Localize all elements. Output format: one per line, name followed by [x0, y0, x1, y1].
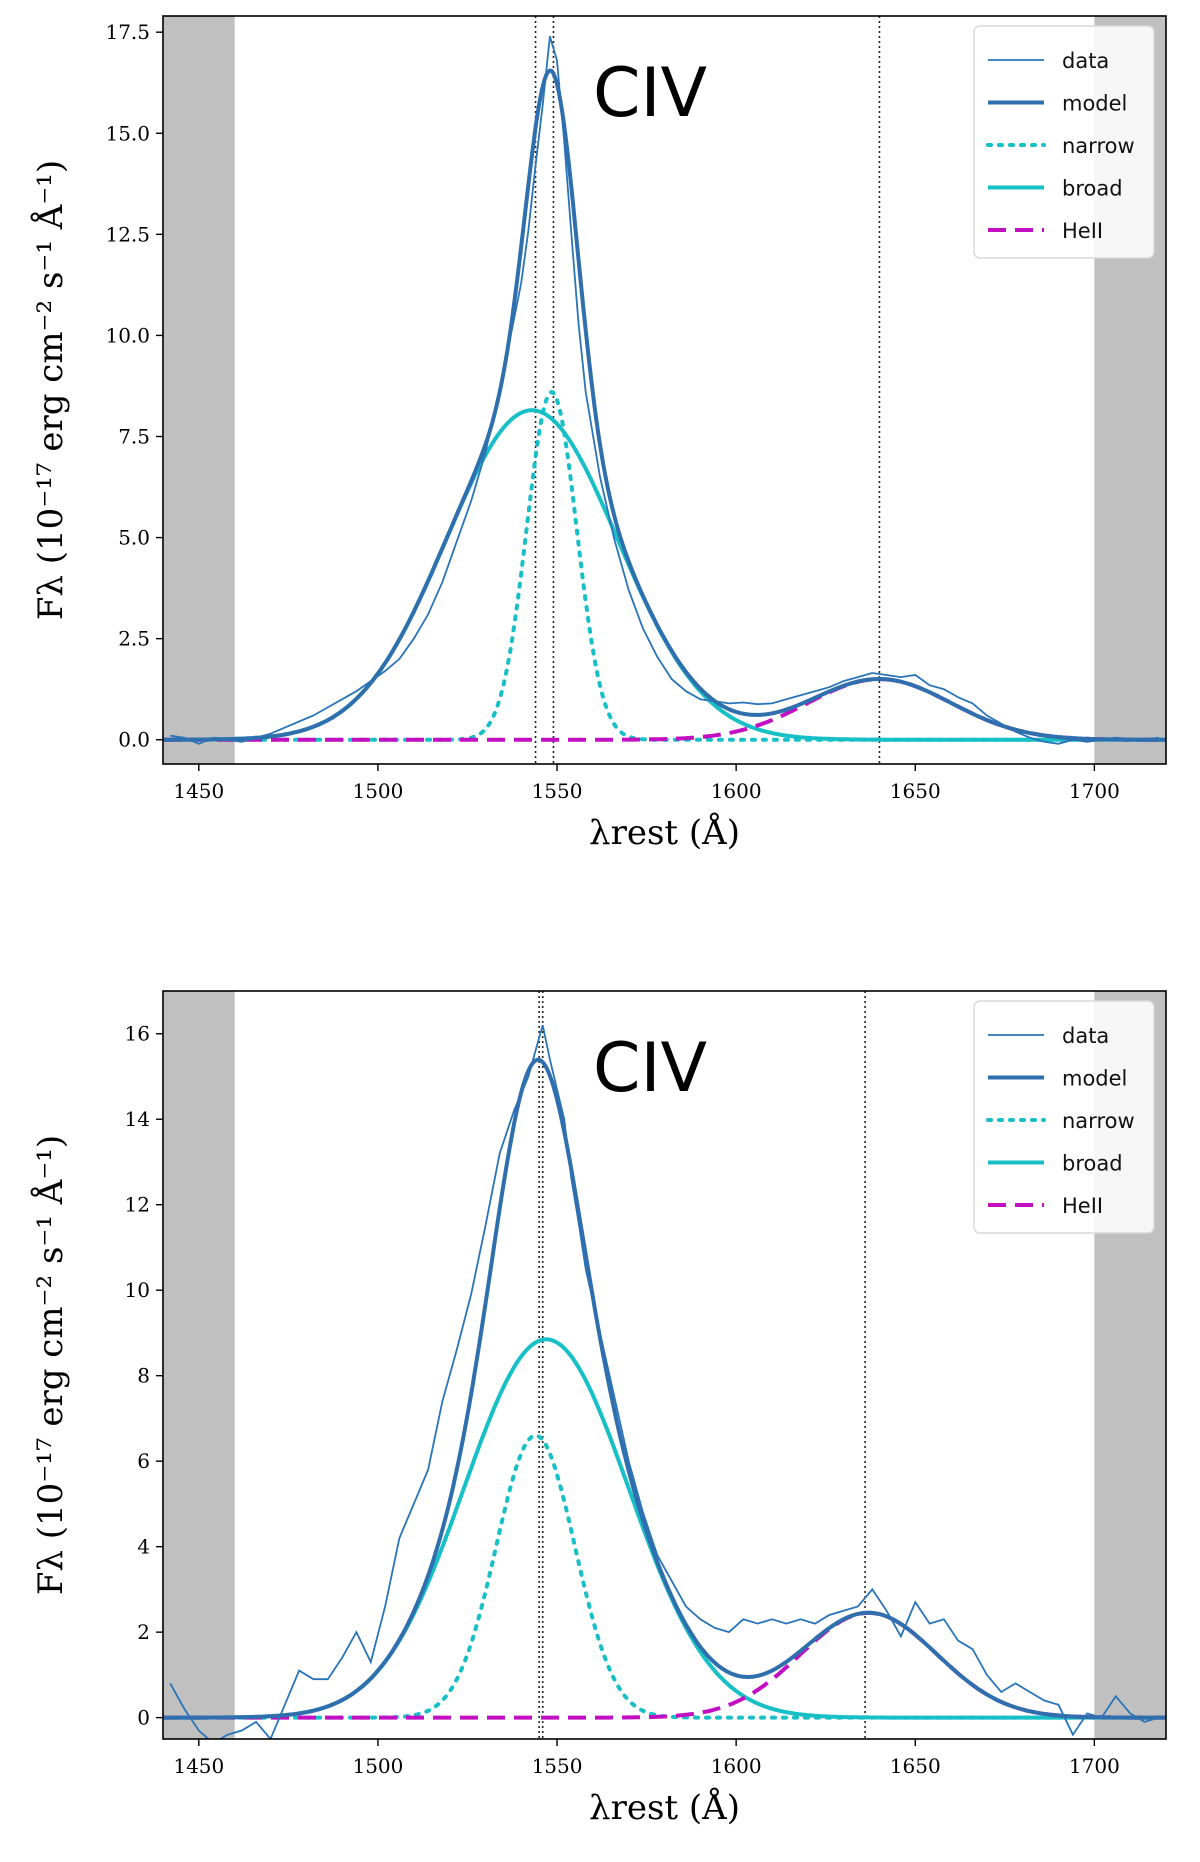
- line-annotation: CIV: [593, 1029, 707, 1108]
- y-tick-label: 12: [125, 1193, 150, 1217]
- series-model: [163, 68, 1166, 742]
- x-tick-label: 1500: [352, 1754, 403, 1778]
- y-tick-label: 6: [137, 1449, 150, 1473]
- legend-label: HeII: [1062, 219, 1103, 243]
- x-tick-label: 1500: [352, 779, 403, 803]
- legend: data model narrow broad HeII: [973, 1000, 1155, 1234]
- y-tick-label: 2.5: [118, 627, 150, 651]
- y-tick-label: 5.0: [118, 526, 150, 550]
- legend-label: data: [1062, 49, 1109, 73]
- legend-label: broad: [1062, 177, 1123, 201]
- chart-panel-top: 1450 1500 1550 1600 1650 1700 0.0 2.5 5.0 7.5 10.0…: [30, 15, 1167, 853]
- x-tick-label: 1550: [532, 1754, 583, 1778]
- x-tick-label: 1700: [1069, 779, 1120, 803]
- legend: data model narrow broad HeII: [973, 25, 1155, 259]
- y-tick-label: 2: [137, 1620, 150, 1644]
- legend-label: data: [1062, 1024, 1109, 1048]
- y-tick-label: 7.5: [118, 424, 150, 448]
- y-tick-label: 10.0: [105, 323, 150, 347]
- y-tick-label: 4: [137, 1535, 150, 1559]
- series-data: [170, 35, 1159, 745]
- y-tick-label: 17.5: [105, 20, 150, 44]
- shaded-region-0: [163, 991, 235, 1739]
- x-tick-label: 1700: [1069, 1754, 1120, 1778]
- x-tick-label: 1650: [890, 1754, 941, 1778]
- y-tick-label: 14: [125, 1107, 150, 1131]
- legend-label: model: [1062, 1067, 1127, 1091]
- legend-label: narrow: [1062, 134, 1135, 158]
- legend-label: HeII: [1062, 1194, 1103, 1218]
- y-tick-label: 0: [137, 1706, 150, 1730]
- x-tick-label: 1600: [711, 779, 762, 803]
- chart-panel-bottom: 1450 1500 1550 1600 1650 1700 0 2 4 6 8 10 12 14 16 λre…: [30, 990, 1167, 1828]
- x-tick-label: 1600: [711, 1754, 762, 1778]
- x-axis-label: λrest (Å): [589, 1787, 740, 1828]
- x-tick-label: 1450: [173, 1754, 224, 1778]
- x-tick-label: 1550: [532, 779, 583, 803]
- x-axis-label: λrest (Å): [589, 812, 740, 853]
- legend-label: broad: [1062, 1152, 1123, 1176]
- series-heii: [163, 1610, 1166, 1720]
- x-tick-label: 1450: [173, 779, 224, 803]
- legend-box: [973, 1000, 1155, 1234]
- axes-frame: [162, 990, 1167, 1740]
- y-tick-label: 15.0: [105, 121, 150, 145]
- series-data: [169, 1024, 1160, 1739]
- axes-frame: [162, 15, 1167, 765]
- y-tick-label: 10: [125, 1278, 150, 1302]
- y-axis-label: Fλ (10⁻¹⁷ erg cm⁻² s⁻¹ Å⁻¹): [30, 1135, 71, 1595]
- line-annotation: CIV: [593, 54, 707, 133]
- y-tick-label: 8: [137, 1364, 150, 1388]
- legend-label: model: [1062, 92, 1127, 116]
- y-tick-label: 16: [125, 1022, 150, 1046]
- series-model: [163, 1057, 1166, 1720]
- shaded-region-0: [163, 16, 235, 764]
- y-tick-label: 12.5: [105, 222, 150, 246]
- legend-box: [973, 25, 1155, 259]
- series-broad: [163, 1337, 1166, 1720]
- series-heii: [163, 677, 1166, 742]
- x-tick-label: 1650: [890, 779, 941, 803]
- y-axis-label: Fλ (10⁻¹⁷ erg cm⁻² s⁻¹ Å⁻¹): [30, 160, 71, 620]
- y-tick-label: 0.0: [118, 728, 150, 752]
- legend-label: narrow: [1062, 1109, 1135, 1133]
- series-broad: [163, 408, 1166, 742]
- series-narrow: [163, 389, 1166, 742]
